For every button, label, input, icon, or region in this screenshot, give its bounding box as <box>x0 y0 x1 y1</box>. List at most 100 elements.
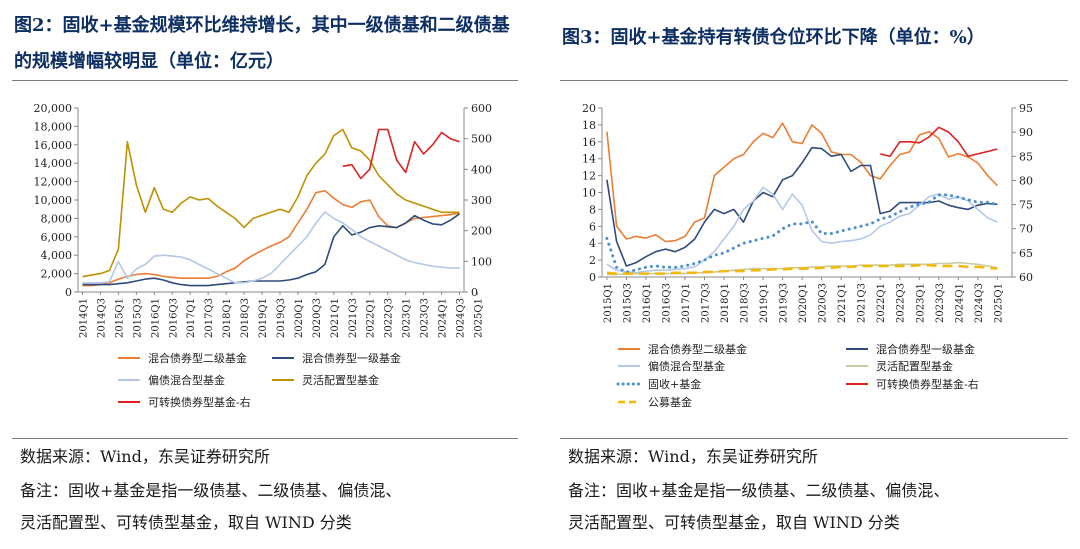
x-tick-label: 2020Q1 <box>294 298 305 338</box>
x-tick-label: 2017Q1 <box>681 283 692 323</box>
x-tick-label: 2018Q3 <box>240 298 251 338</box>
y-tick-label-left: 4 <box>589 237 596 250</box>
title-divider-right <box>560 80 1068 81</box>
x-tick-label: 2023Q3 <box>935 283 946 323</box>
x-tick-label: 2017Q1 <box>186 298 197 338</box>
y-tick-label-right: 95 <box>1019 102 1033 115</box>
y-tick-label-right: 60 <box>1019 271 1033 284</box>
x-tick-label: 2016Q1 <box>642 283 653 323</box>
x-tick-label: 2019Q3 <box>779 283 790 323</box>
x-tick-label: 2020Q1 <box>798 283 809 323</box>
y-tick-label-left: 6,000 <box>41 231 73 244</box>
series-line <box>880 126 998 158</box>
notes-divider-right <box>560 438 1068 439</box>
series-line <box>606 146 998 267</box>
y-tick-label-right: 200 <box>471 225 492 238</box>
y-tick-label-left: 18,000 <box>34 120 73 133</box>
x-tick-label: 2020Q3 <box>818 283 829 323</box>
legend-label: 混合债券型二级基金 <box>148 351 247 365</box>
legend-label: 混合债券型二级基金 <box>648 342 747 356</box>
x-tick-label: 2021Q1 <box>330 298 341 338</box>
x-tick-label: 2023Q1 <box>402 298 413 338</box>
y-tick-label-left: 10 <box>582 187 596 200</box>
legend-label: 偏债混合型基金 <box>148 373 225 387</box>
data-source-right: 数据来源：Wind，东吴证券研究所 <box>568 447 818 466</box>
x-tick-label: 2024Q3 <box>456 298 467 338</box>
y-tick-label-left: 0 <box>589 271 596 284</box>
y-tick-label-left: 14,000 <box>34 157 73 170</box>
series-line <box>606 263 998 275</box>
x-tick-label: 2022Q1 <box>366 298 377 338</box>
x-tick-label: 2015Q1 <box>603 283 614 323</box>
series-line <box>82 213 460 287</box>
chart-panel-left: 图2：固收+基金规模环比维持增长，其中一级债基和二级债基的规模增幅较明显（单位：… <box>0 0 530 549</box>
chart-right: 0 2 4 6 8 10 12 14 16 18 20 60 65 70 75 80 85 90 95 2015Q1 2… <box>582 102 1033 409</box>
legend-label: 公募基金 <box>648 395 692 409</box>
x-tick-label: 2019Q1 <box>759 283 770 323</box>
y-tick-label-left: 12 <box>582 170 596 183</box>
x-tick-label: 2025Q1 <box>993 283 1004 323</box>
y-tick-label-right: 90 <box>1019 126 1033 139</box>
series-line <box>82 190 460 287</box>
x-tick-label: 2021Q1 <box>837 283 848 323</box>
y-tick-label-left: 14 <box>582 153 596 166</box>
x-tick-label: 2016Q1 <box>150 298 161 338</box>
y-tick-label-left: 2 <box>589 254 596 267</box>
y-tick-label-left: 20,000 <box>34 102 73 115</box>
x-tick-label: 2024Q3 <box>974 283 985 323</box>
legend-label: 灵活配置型基金 <box>302 373 379 387</box>
x-tick-label: 2019Q3 <box>276 298 287 338</box>
figure-title-right: 图3：固收+基金持有转债仓位环比下降（单位：%） <box>562 27 985 48</box>
y-tick-label-right: 80 <box>1019 174 1033 187</box>
y-tick-label-right: 400 <box>471 163 492 176</box>
x-tick-label: 2021Q3 <box>348 298 359 338</box>
y-tick-label-left: 2,000 <box>41 268 73 281</box>
y-tick-label-left: 10,000 <box>34 194 73 207</box>
y-tick-label-right: 100 <box>471 255 492 268</box>
y-tick-label-left: 8,000 <box>41 212 73 225</box>
note-line-1-left: 备注：固收+基金是指一级债基、二级债基、偏债混、 <box>20 481 402 500</box>
y-tick-label-right: 85 <box>1019 150 1033 163</box>
x-tick-label: 2024Q1 <box>438 298 449 338</box>
y-tick-label-right: 70 <box>1019 223 1033 236</box>
series-line <box>342 128 460 180</box>
x-tick-label: 2022Q3 <box>896 283 907 323</box>
y-tick-label-right: 500 <box>471 133 492 146</box>
y-tick-label-left: 16 <box>582 136 596 149</box>
y-tick-label-right: 300 <box>471 194 492 207</box>
figure-title-left: 图2：固收+基金规模环比维持增长，其中一级债基和二级债基的规模增幅较明显（单位：… <box>14 15 510 72</box>
chart-left: 0 2,000 4,000 6,000 8,000 10,000 12,000 14,000 1… <box>34 102 493 409</box>
x-tick-label: 2022Q1 <box>876 283 887 323</box>
legend-label: 固收+基金 <box>648 377 701 391</box>
note-line-2-left: 灵活配置型、可转债型基金，取自 WIND 分类 <box>20 513 352 532</box>
x-tick-label: 2015Q1 <box>114 298 125 338</box>
y-tick-label-left: 20 <box>582 102 596 115</box>
x-tick-label: 2018Q3 <box>740 283 751 323</box>
series-line <box>82 211 460 284</box>
note-line-2-right: 灵活配置型、可转债型基金，取自 WIND 分类 <box>568 513 900 532</box>
notes-divider-left <box>12 438 518 439</box>
x-tick-label: 2016Q3 <box>661 283 672 323</box>
legend-label: 灵活配置型基金 <box>876 359 953 373</box>
x-tick-label: 2014Q1 <box>78 298 89 338</box>
x-tick-label: 2017Q3 <box>204 298 215 338</box>
legend-label: 混合债券型一级基金 <box>876 342 975 356</box>
y-tick-label-left: 18 <box>582 119 596 132</box>
legend-label: 偏债混合型基金 <box>648 359 725 373</box>
legend-label: 可转换债券型基金-右 <box>148 395 251 409</box>
y-tick-label-left: 6 <box>589 220 596 233</box>
y-tick-label-left: 8 <box>589 203 596 216</box>
y-tick-label-right: 65 <box>1019 247 1033 260</box>
x-tick-label: 2017Q3 <box>701 283 712 323</box>
y-tick-label-left: 4,000 <box>41 249 73 262</box>
x-tick-label: 2020Q3 <box>312 298 323 338</box>
y-tick-label-left: 16,000 <box>34 139 73 152</box>
x-tick-label: 2015Q3 <box>132 298 143 338</box>
x-tick-label: 2025Q1 <box>473 298 484 338</box>
y-tick-label-left: 12,000 <box>34 176 73 189</box>
y-tick-label-right: 75 <box>1019 199 1033 212</box>
x-tick-label: 2016Q3 <box>168 298 179 338</box>
series-line <box>82 128 460 278</box>
legend-label: 可转换债券型基金-右 <box>876 377 979 391</box>
data-source-left: 数据来源：Wind，东吴证券研究所 <box>20 447 270 466</box>
